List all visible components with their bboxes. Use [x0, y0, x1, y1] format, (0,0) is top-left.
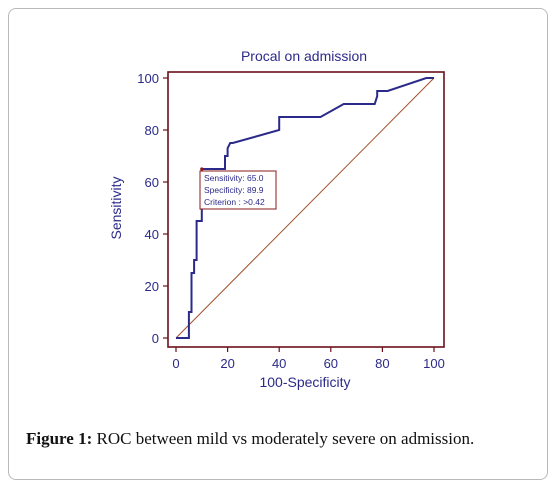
x-tick-label: 40	[272, 356, 286, 371]
x-axis-label: 100-Specificity	[259, 374, 350, 390]
figure-caption: Figure 1: ROC between mild vs moderately…	[26, 429, 536, 449]
y-tick-label: 0	[152, 331, 159, 346]
y-tick-label: 20	[145, 279, 159, 294]
criterion-point	[200, 167, 204, 171]
plot-area-frame	[167, 71, 445, 348]
chart-title: Procal on admission	[241, 48, 367, 64]
reference-diagonal-line	[175, 77, 435, 339]
caption-text: ROC between mild vs moderately severe on…	[92, 429, 475, 448]
x-axis: 0 20 40 60 80 100	[172, 347, 445, 371]
x-tick-label: 100	[423, 356, 445, 371]
annotation-box	[199, 170, 277, 210]
criterion-annotation: Sensitivity: 65.0 Specificity: 89.9 Crit…	[199, 170, 277, 210]
roc-curve	[176, 77, 434, 339]
annotation-specificity: Specificity: 89.9	[204, 185, 264, 195]
y-axis: 0 20 40 60 80 100	[137, 71, 168, 346]
x-tick-label: 20	[220, 356, 234, 371]
figure-frame	[8, 8, 548, 480]
y-tick-label: 60	[145, 175, 159, 190]
y-tick-label: 40	[145, 227, 159, 242]
x-tick-label: 0	[172, 356, 179, 371]
y-tick-label: 100	[137, 71, 159, 86]
y-axis-label: Sensitivity	[108, 176, 124, 239]
x-tick-label: 60	[324, 356, 338, 371]
y-tick-label: 80	[145, 123, 159, 138]
x-tick-label: 80	[375, 356, 389, 371]
annotation-sensitivity: Sensitivity: 65.0	[204, 173, 264, 183]
caption-label: Figure 1:	[26, 429, 93, 448]
annotation-criterion: Criterion : >0.42	[204, 197, 265, 207]
